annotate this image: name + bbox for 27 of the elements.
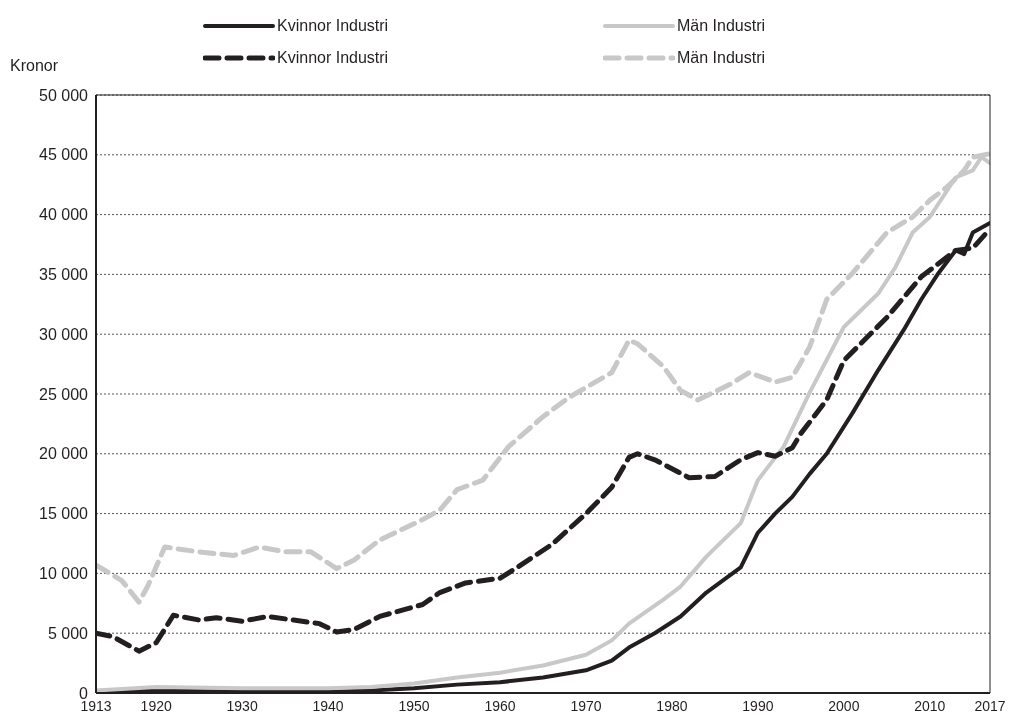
x-tick-label: 1960 <box>484 697 516 714</box>
legend-label: Män Industri <box>677 17 766 35</box>
x-tick-label: 1970 <box>570 697 602 714</box>
y-tick-label: 45 000 <box>39 146 89 164</box>
x-tick-label: 1940 <box>312 697 344 714</box>
x-tick-label: 1990 <box>742 697 774 714</box>
legend-label: Män Industri <box>677 49 766 67</box>
legend-label: Kvinnor Industri <box>277 17 389 35</box>
y-tick-label: 50 000 <box>39 86 89 104</box>
y-tick-label: 5 000 <box>47 624 89 642</box>
x-tick-label: 1980 <box>656 697 688 714</box>
y-tick-label: 15 000 <box>39 505 89 523</box>
y-tick-label: 10 000 <box>39 565 89 583</box>
y-axis-title: Kronor <box>10 57 59 75</box>
x-tick-label: 1950 <box>398 697 430 714</box>
x-tick-label: 2017 <box>974 697 1006 714</box>
x-tick-label: 1930 <box>226 697 258 714</box>
legend-label: Kvinnor Industri <box>277 49 389 67</box>
y-tick-label: 25 000 <box>39 385 89 403</box>
x-tick-label: 2010 <box>914 697 946 714</box>
y-tick-label: 40 000 <box>39 206 89 224</box>
y-tick-label: 35 000 <box>39 266 89 284</box>
y-tick-label: 30 000 <box>39 325 89 343</box>
x-tick-label: 1920 <box>140 697 172 714</box>
y-tick-label: 0 <box>79 684 89 702</box>
y-tick-label: 20 000 <box>39 445 89 463</box>
x-tick-label: 2000 <box>828 697 860 714</box>
